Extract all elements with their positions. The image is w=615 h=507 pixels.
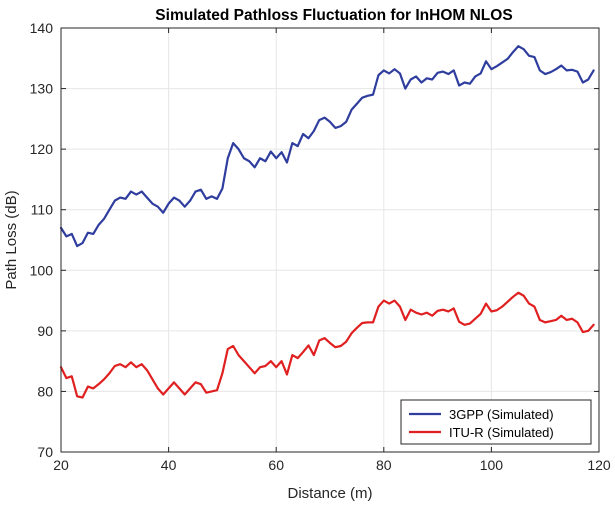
y-axis-label: Path Loss (dB) — [3, 190, 20, 289]
plot-area — [61, 28, 599, 452]
axis-ticks: 20 40 60 80 100 120 70 80 90 100 110 120 130 140 — [30, 20, 611, 473]
x-axis-label: Distance (m) — [287, 485, 372, 502]
series-group — [59, 45, 595, 399]
y-tick-label: 120 — [30, 141, 54, 157]
y-tick-label: 90 — [37, 323, 53, 339]
x-tick-label: 80 — [376, 457, 392, 473]
series-line-3gpp — [59, 45, 595, 248]
chart-title: Simulated Pathloss Fluctuation for InHOM… — [155, 7, 512, 24]
legend: 3GPP (Simulated) ITU-R (Simulated) — [400, 399, 592, 445]
y-tick-label: 80 — [37, 383, 53, 399]
x-tick-label: 60 — [268, 457, 284, 473]
x-tick-label: 40 — [161, 457, 177, 473]
x-tick-label: 20 — [53, 457, 69, 473]
series-line-itu-r — [59, 291, 595, 399]
y-tick-label: 100 — [30, 262, 54, 278]
y-tick-label: 140 — [30, 20, 54, 36]
legend-box — [400, 399, 592, 445]
x-tick-label: 100 — [480, 457, 504, 473]
y-tick-label: 110 — [31, 202, 54, 218]
plot-border — [60, 27, 600, 453]
x-tick-label: 120 — [587, 457, 611, 473]
legend-label: 3GPP (Simulated) — [449, 407, 554, 422]
y-tick-label: 130 — [30, 81, 54, 97]
legend-label: ITU-R (Simulated) — [449, 425, 554, 440]
y-tick-label: 70 — [37, 444, 53, 460]
